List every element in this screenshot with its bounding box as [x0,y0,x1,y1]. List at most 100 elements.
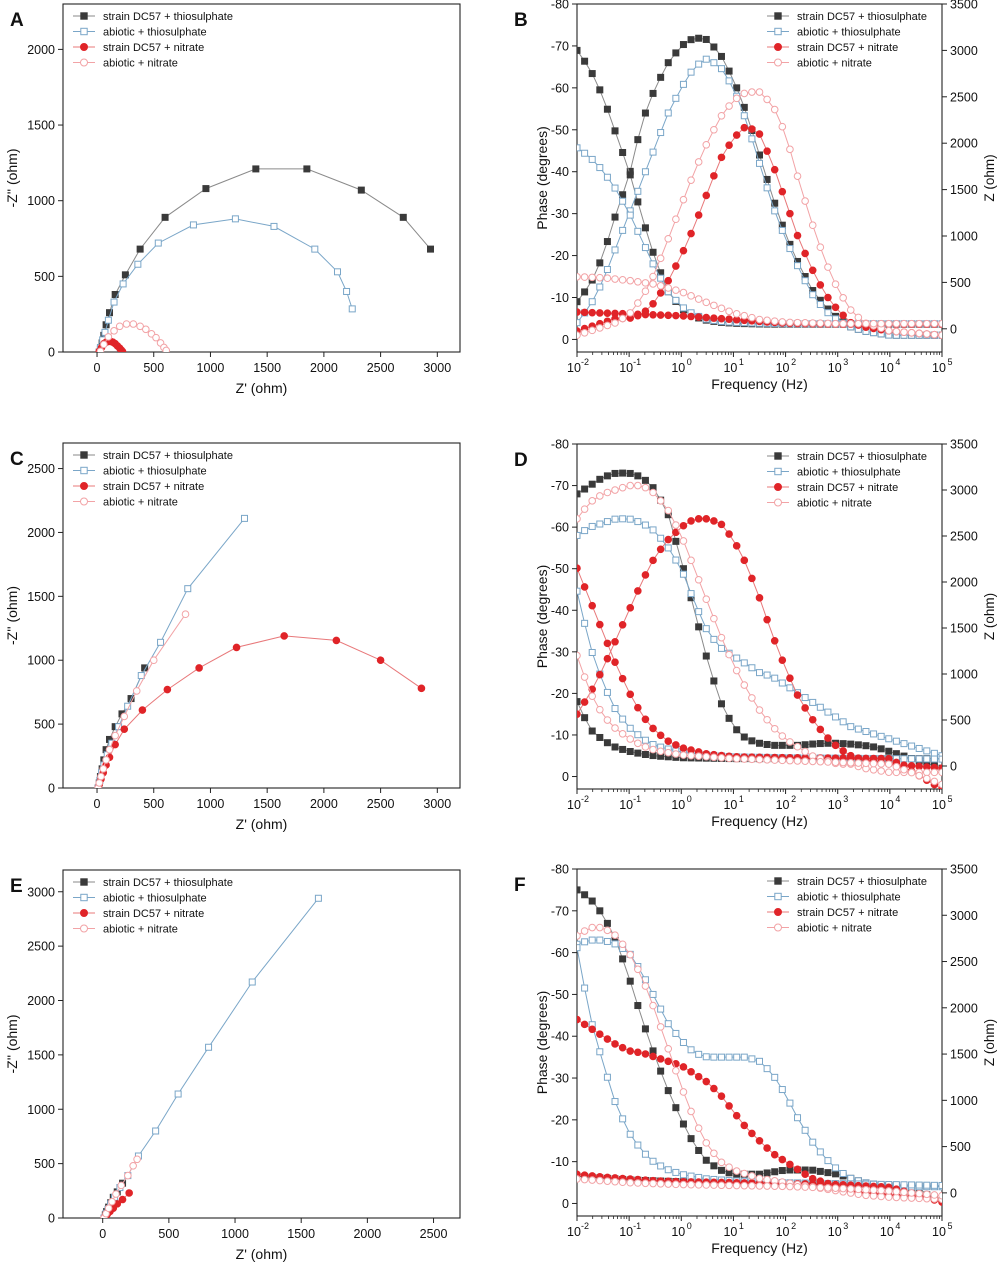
plot-frame [576,443,943,790]
y-tick-label: 2500 [27,462,55,476]
data-point [357,186,365,194]
data-point [634,198,642,206]
data-point [695,1146,703,1154]
data-point [748,1172,756,1180]
data-point [332,636,341,645]
series-line [97,518,245,788]
data-point [596,164,604,172]
y-tick-label: 2500 [27,940,55,954]
data-point [664,1020,672,1028]
data-point [770,165,779,174]
data-point [603,488,612,497]
data-point [694,313,703,321]
data-point [270,222,278,230]
data-point [854,313,863,322]
data-point [596,492,604,500]
data-point [900,740,908,748]
data-point [120,712,129,721]
plot-area [577,469,942,789]
data-point [778,756,787,765]
legend-marker [80,43,88,51]
data-point [915,329,923,338]
data-point [611,705,619,713]
data-point [611,515,619,523]
data-point [656,731,665,740]
data-point [664,544,672,552]
data-point [938,319,942,328]
data-point [702,140,711,149]
data-point [778,1167,786,1175]
data-point [717,111,726,120]
data-point [884,768,893,777]
data-point [816,1167,824,1175]
data-point [110,298,118,306]
data-point [862,728,870,736]
data-point [577,1015,581,1024]
x-tick-label: 1000 [197,797,225,811]
y-right-tick-label: 3000 [950,44,978,58]
data-point [702,595,711,604]
legend-label: strain DC57 + nitrate [797,42,898,54]
data-point [793,1165,802,1174]
data-point [205,1043,213,1051]
data-point [611,658,619,666]
data-point [634,518,642,526]
y-right-tick-label: 2500 [950,90,978,104]
data-point [611,724,619,732]
data-point [755,594,764,602]
data-point [149,656,158,665]
x-tick-label: 3000 [423,797,451,811]
x-tick-exponent: 2 [791,1221,796,1231]
data-point [740,1181,749,1190]
data-point [634,1048,642,1057]
legend-label: strain DC57 + nitrate [103,908,204,920]
data-point [702,1181,711,1189]
data-point [656,1023,665,1031]
data-point [740,123,749,132]
data-point [885,747,893,755]
series-4 [100,1155,141,1218]
data-point [618,1043,627,1052]
data-point [877,760,885,768]
data-point [869,1186,878,1194]
data-point [808,715,817,724]
data-point [656,254,665,263]
data-point [710,1084,718,1093]
data-point [348,305,356,313]
legend-label: strain DC57 + nitrate [797,907,898,919]
data-point [801,249,809,258]
series-line [97,613,186,788]
data-point [588,480,596,488]
data-point [778,226,786,234]
data-point [603,266,611,274]
data-point [119,280,127,288]
x-tick-label: 0 [94,361,101,375]
data-point [611,127,619,135]
data-point [717,314,726,323]
data-point [687,36,695,44]
data-point [603,1035,612,1043]
data-point [695,608,703,616]
data-point [679,1171,687,1179]
data-point [717,52,725,60]
data-point [649,280,657,288]
data-point [740,681,749,689]
x-tick-label: 10 [880,798,894,812]
x-axis-label: Frequency (Hz) [711,376,807,392]
data-point [725,102,733,110]
y-right-tick-label: 2000 [950,1001,978,1015]
x-tick-label: 1500 [253,361,281,375]
data-point [748,574,756,583]
data-point [581,984,589,992]
plot-area [100,894,322,1218]
data-point [748,88,756,96]
data-point [129,1162,137,1170]
data-point [717,65,725,73]
data-point [596,259,604,267]
data-point [580,927,589,935]
data-point [786,1099,794,1107]
x-tick-label: 0 [94,797,101,811]
x-tick-label: 10 [567,361,581,375]
data-point [581,619,589,627]
data-point [232,643,241,652]
